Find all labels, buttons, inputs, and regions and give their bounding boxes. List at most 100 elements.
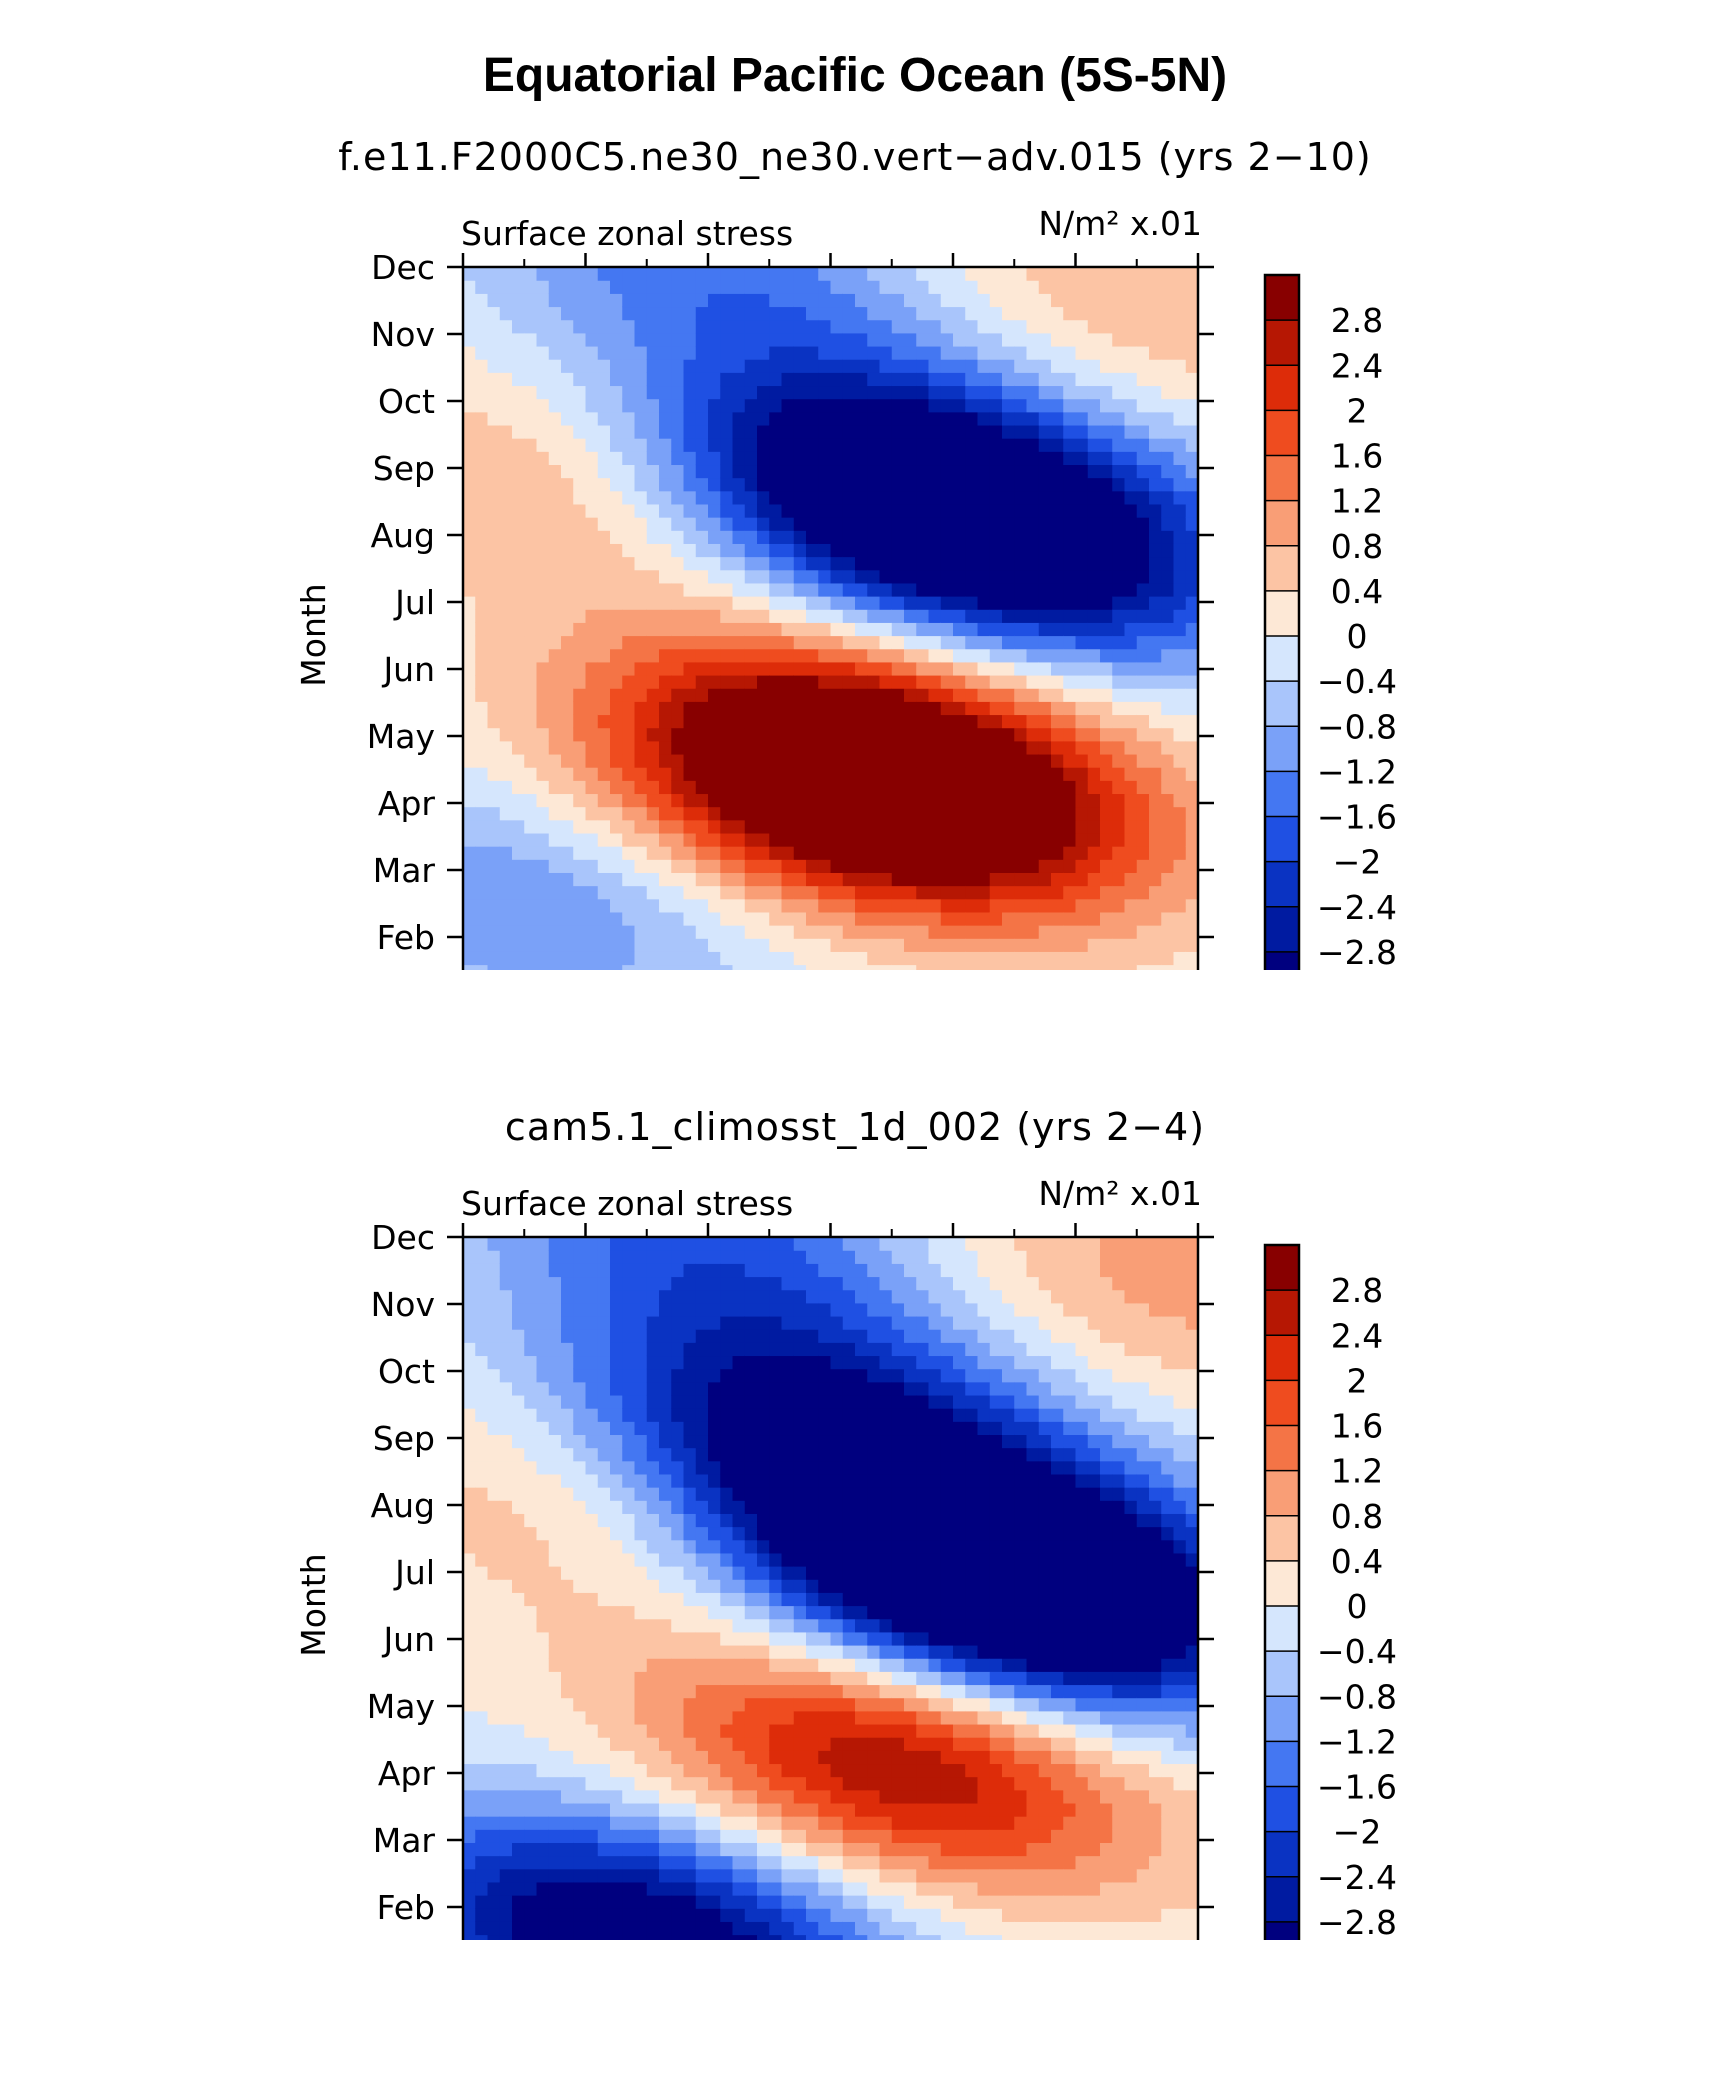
field-cell [622,911,636,926]
field-cell [585,1289,599,1304]
field-cell [1149,898,1162,913]
field-cell [659,859,672,873]
field-cell [659,1500,672,1514]
field-cell [548,1934,562,1940]
field-cell [977,701,991,716]
field-cell [1063,306,1077,321]
field-cell [548,714,562,729]
field-cell [842,477,856,492]
field-cell [536,609,550,623]
field-cell [548,780,562,795]
field-cell [512,1789,525,1804]
field-cell [1026,306,1040,321]
field-cell [1038,767,1052,781]
field-cell [769,1895,783,1909]
field-cell [622,1447,636,1462]
field-cell [806,332,819,347]
field-cell [524,1605,538,1620]
field-cell [708,1302,721,1317]
field-cell [597,1697,611,1712]
field-cell [1063,648,1077,663]
field-cell [671,1368,685,1383]
field-cell [720,1473,734,1488]
field-cell [671,1789,685,1804]
field-cell [720,1460,734,1475]
field-cell [891,701,905,716]
field-cell [757,438,770,452]
field-cell [475,596,489,610]
field-cell [524,1592,538,1607]
field-cell [744,464,758,479]
field-cell [695,1473,709,1488]
field-cell [475,1500,489,1514]
field-cell [769,398,783,413]
field-cell [622,1816,636,1830]
field-cell [1100,596,1113,610]
field-cell [1051,293,1064,308]
field-cell [499,753,513,768]
field-cell [953,780,966,795]
field-cell [646,1447,660,1462]
field-cell [732,1697,746,1712]
field-cell [1051,819,1064,834]
field-cell [610,1434,623,1449]
field-cell [499,1592,513,1607]
field-cell [916,767,930,781]
field-cell [1002,359,1015,373]
field-cell [818,740,832,755]
field-cell [708,1631,721,1646]
field-cell [597,1592,611,1607]
field-cell [1161,398,1175,413]
field-cell [487,1315,501,1330]
field-cell [573,1342,587,1357]
field-cell [769,622,783,637]
field-cell [646,753,660,768]
field-cell [1124,530,1138,544]
field-cell [1087,859,1101,873]
field-cell [512,1552,525,1567]
field-cell [781,911,795,926]
field-cell [720,1908,734,1922]
field-cell [622,951,636,966]
field-cell [487,1237,501,1251]
field-cell [757,1237,770,1251]
field-cell [940,819,954,834]
field-cell [597,1460,611,1475]
field-cell [585,846,599,860]
field-cell [720,1776,734,1791]
field-cell [867,622,881,637]
field-cell [1075,832,1089,847]
field-cell [769,1289,783,1304]
field-cell [475,359,489,373]
field-cell [977,517,991,531]
field-cell [855,793,868,808]
field-cell [634,846,648,860]
field-cell [720,1263,734,1278]
field-cell [1026,701,1040,716]
field-cell [818,951,832,966]
field-cell [561,372,574,387]
field-cell [487,517,501,531]
field-cell [1038,582,1052,597]
field-cell [1185,503,1198,518]
field-cell [1136,832,1150,847]
field-cell [940,780,954,795]
field-cell [769,1355,783,1370]
field-cell [499,898,513,913]
field-cell [463,477,476,492]
field-cell [1100,530,1113,544]
field-cell [818,438,832,452]
field-cell [1124,280,1138,294]
field-cell [732,1447,746,1462]
field-cell [891,859,905,873]
field-cell [818,556,832,571]
field-cell [610,938,623,952]
field-cell [622,530,636,544]
field-cell [561,1302,574,1317]
field-cell [695,1447,709,1462]
field-cell [524,1895,538,1909]
field-cell [1038,753,1052,768]
field-cell [793,714,807,729]
field-cell [475,556,489,571]
field-cell [1124,372,1138,387]
